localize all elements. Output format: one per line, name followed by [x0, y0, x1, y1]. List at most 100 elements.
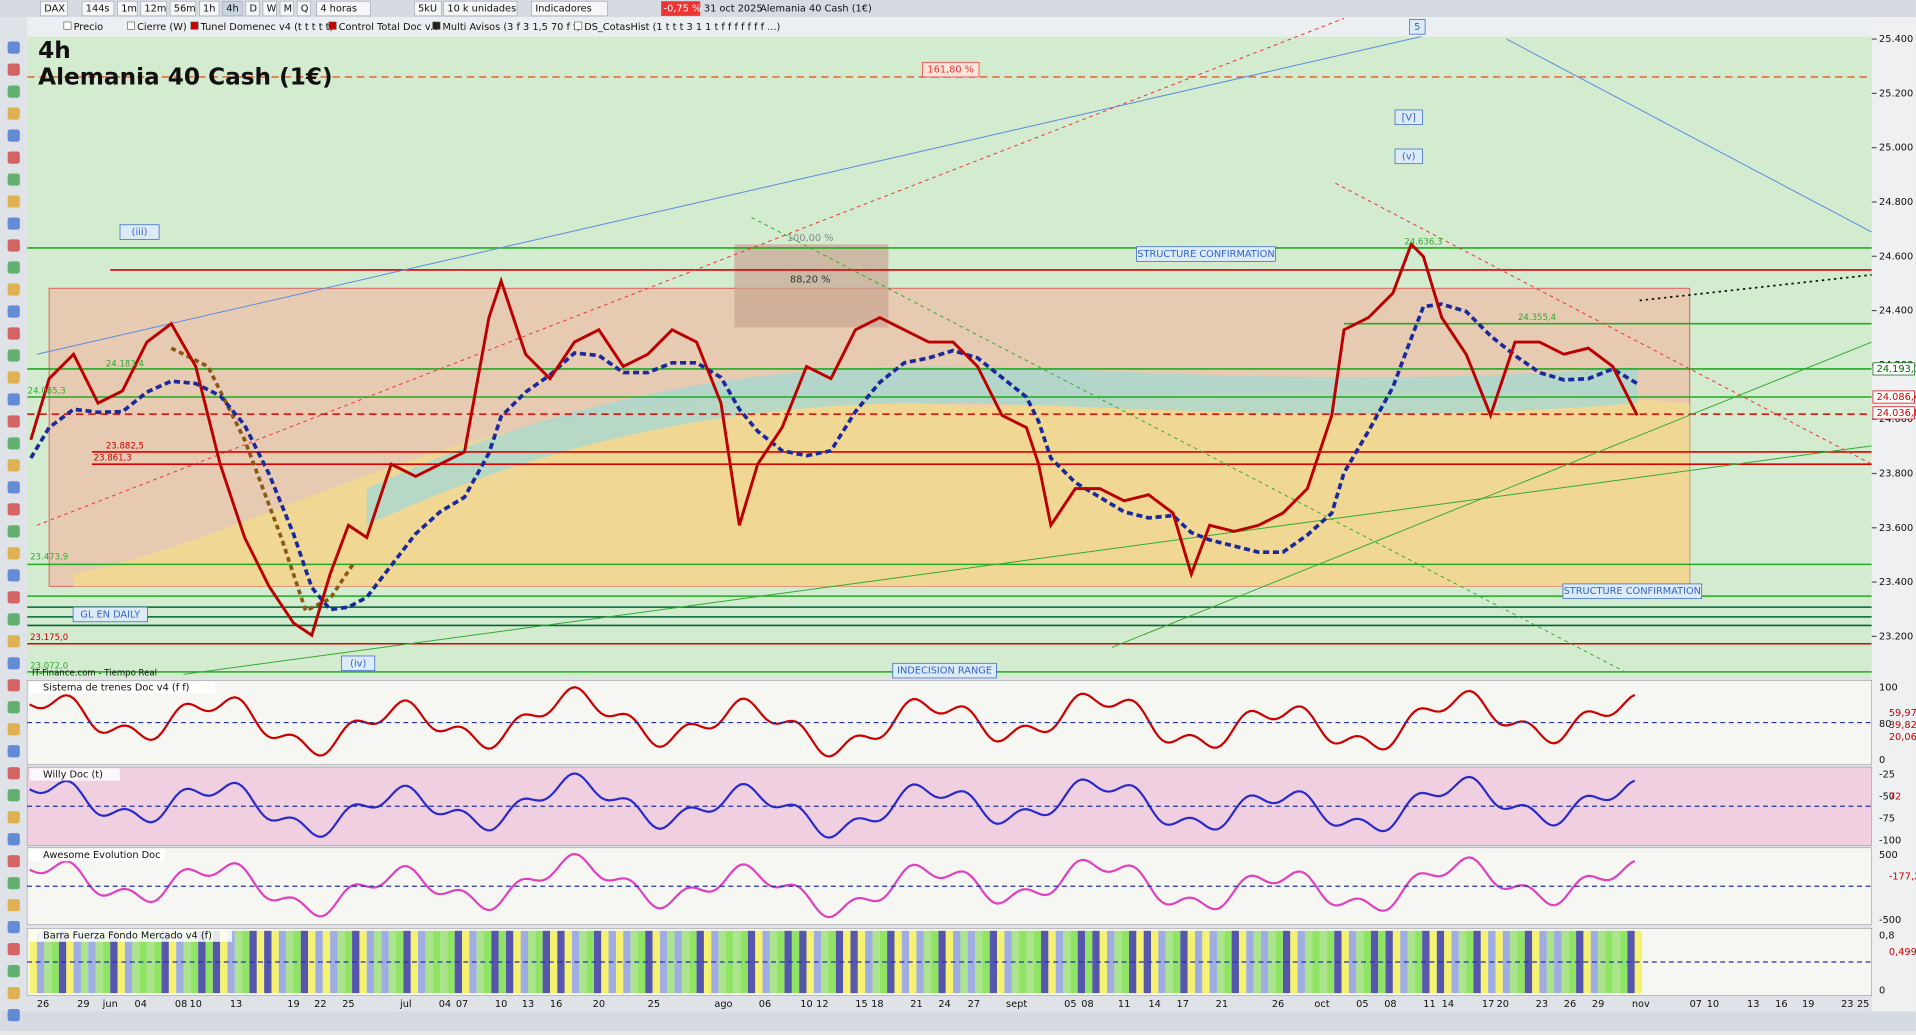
button-label[interactable]: DAX [44, 4, 65, 15]
study-label[interactable]: Multi Avisos (3 f 3 1,5 70 f f) [443, 22, 581, 33]
strength-bar [681, 930, 690, 994]
tool-icon[interactable] [7, 393, 20, 406]
tool-icon[interactable] [7, 85, 20, 98]
trend-line [36, 36, 1422, 355]
tool-icon[interactable] [7, 173, 20, 186]
study-swatch[interactable] [190, 21, 199, 30]
tool-icon[interactable] [7, 965, 20, 978]
tool-icon[interactable] [7, 107, 20, 120]
button[interactable] [117, 0, 138, 17]
tool-icon[interactable] [7, 1009, 20, 1022]
button-label[interactable]: 10 k unidades [447, 4, 516, 15]
tool-icon[interactable] [7, 877, 20, 890]
button-label[interactable]: 4 horas [320, 4, 357, 15]
button[interactable] [296, 0, 311, 17]
button-label[interactable]: 5kU [418, 4, 437, 15]
tool-icon[interactable] [7, 217, 20, 230]
button-label[interactable]: W [267, 4, 277, 15]
pane-axis-label: 0 [1879, 986, 1885, 997]
tool-icon[interactable] [7, 437, 20, 450]
tool-icon[interactable] [7, 811, 20, 824]
button-label[interactable]: 1h [203, 4, 215, 15]
tool-icon[interactable] [7, 481, 20, 494]
date-tick-label: 24 [938, 999, 950, 1010]
button[interactable] [222, 0, 243, 17]
button[interactable] [81, 0, 115, 17]
indicator-pane [26, 766, 1873, 846]
tool-icon[interactable] [7, 459, 20, 472]
tool-icon[interactable] [7, 349, 20, 362]
tool-icon[interactable] [7, 371, 20, 384]
button-label[interactable]: 56m [174, 4, 196, 15]
strength-bar [843, 930, 851, 994]
tool-icon[interactable] [7, 789, 20, 802]
strength-bar [1466, 930, 1474, 994]
tool-icon[interactable] [7, 63, 20, 76]
study-label[interactable]: Precio [74, 22, 104, 33]
button[interactable] [40, 0, 68, 17]
button[interactable] [316, 0, 371, 17]
level-label: 23.861,3 [94, 454, 132, 464]
button-label[interactable]: M [284, 4, 292, 15]
tool-icon[interactable] [7, 987, 20, 1000]
tool-icon[interactable] [7, 151, 20, 164]
tool-icon[interactable] [7, 613, 20, 626]
tool-icon[interactable] [7, 129, 20, 142]
tool-icon[interactable] [7, 833, 20, 846]
button[interactable] [414, 0, 442, 17]
button-label[interactable]: 144s [86, 4, 110, 15]
strength-bar [645, 930, 653, 994]
button[interactable] [199, 0, 220, 17]
tool-icon[interactable] [7, 745, 20, 758]
button-label[interactable]: D [249, 4, 257, 15]
tool-icon[interactable] [7, 701, 20, 714]
tool-icon[interactable] [7, 503, 20, 516]
tool-icon[interactable] [7, 855, 20, 868]
study-label[interactable]: Control Total Doc v.6 [339, 22, 440, 33]
button[interactable] [262, 0, 277, 17]
indicator-pane [26, 847, 1873, 926]
study-label[interactable]: Tunel Domenec v4 (t t t t t) [200, 22, 334, 33]
tool-icon[interactable] [7, 635, 20, 648]
button[interactable] [279, 0, 294, 17]
tool-icon[interactable] [7, 305, 20, 318]
tool-icon[interactable] [7, 327, 20, 340]
tool-icon[interactable] [7, 261, 20, 274]
study-swatch[interactable] [63, 21, 72, 30]
tool-icon[interactable] [7, 679, 20, 692]
study-label[interactable]: Cierre (W) [137, 22, 187, 33]
tool-icon[interactable] [7, 525, 20, 538]
tool-icon[interactable] [7, 921, 20, 934]
study-swatch[interactable] [574, 21, 583, 30]
tool-icon[interactable] [7, 899, 20, 912]
tool-icon[interactable] [7, 943, 20, 956]
tool-icon[interactable] [7, 239, 20, 252]
button-label[interactable]: 1m [121, 4, 137, 15]
button[interactable] [169, 0, 197, 17]
button-label[interactable]: 12m [144, 4, 166, 15]
strength-bar [806, 930, 814, 994]
study-swatch[interactable] [328, 21, 337, 30]
study-label[interactable]: DS_CotasHist (1 t t t 3 1 1 t f f f f f … [584, 22, 780, 33]
study-swatch[interactable] [432, 21, 441, 30]
tool-icon[interactable] [7, 569, 20, 582]
button[interactable] [443, 0, 518, 17]
tool-icon[interactable] [7, 591, 20, 604]
button[interactable] [140, 0, 167, 17]
pane-axis-label: -75 [1879, 813, 1895, 824]
button-label[interactable]: 4h [226, 4, 238, 15]
pane-tag: 39,822 [1889, 720, 1916, 731]
tool-icon[interactable] [7, 767, 20, 780]
study-swatch[interactable] [127, 21, 135, 30]
button-label[interactable]: Indicadores [535, 4, 591, 15]
button[interactable] [245, 0, 260, 17]
tool-icon[interactable] [7, 195, 20, 208]
tool-icon[interactable] [7, 415, 20, 428]
button-label[interactable]: Q [301, 4, 309, 15]
tool-icon[interactable] [7, 547, 20, 560]
tool-icon[interactable] [7, 657, 20, 670]
tool-icon[interactable] [7, 283, 20, 296]
tool-icon[interactable] [7, 723, 20, 736]
tool-icon[interactable] [7, 41, 20, 54]
button[interactable] [531, 0, 608, 17]
